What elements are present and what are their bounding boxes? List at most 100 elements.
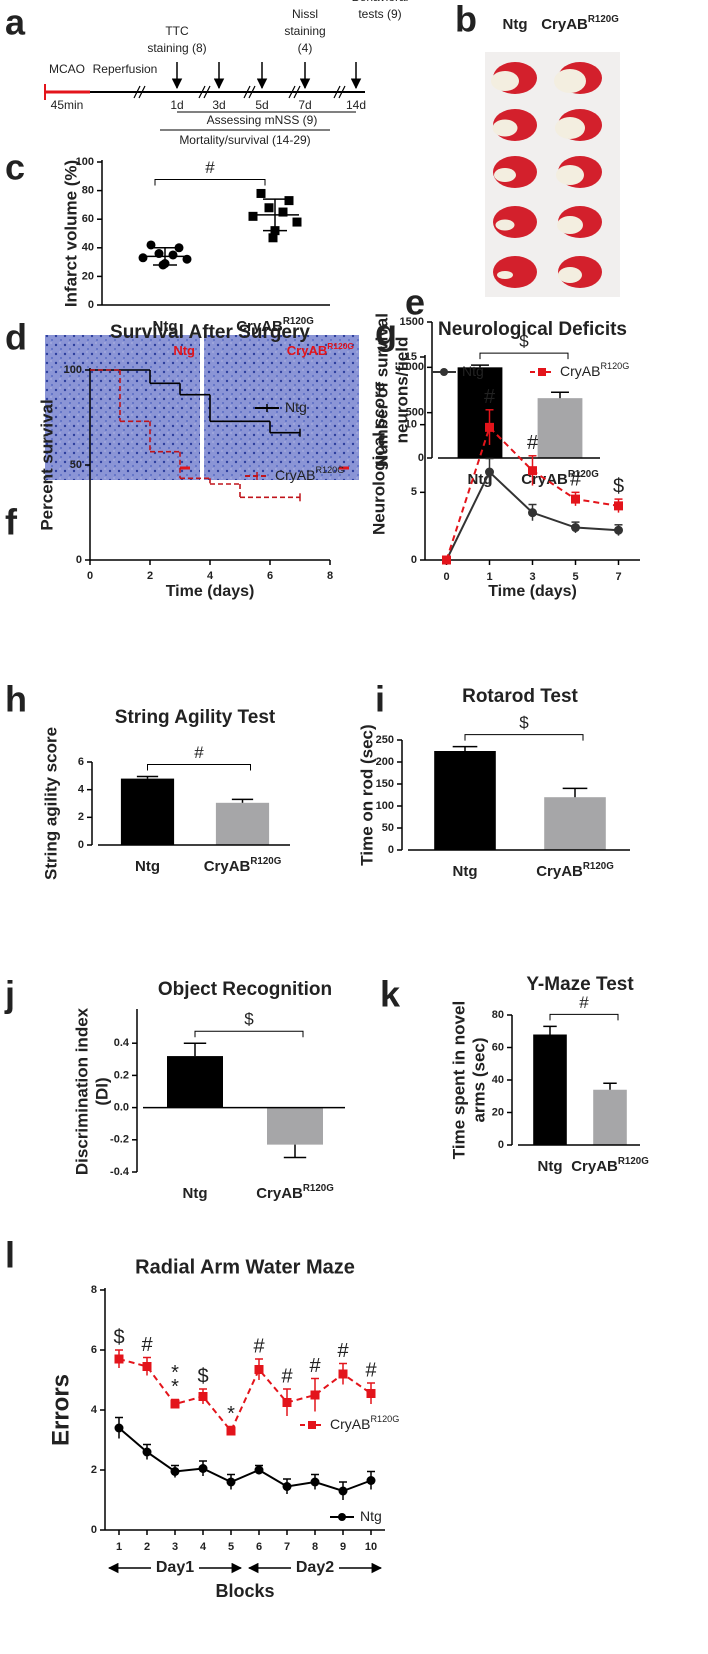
y-axis-label: Percent survival	[37, 399, 56, 530]
x-axis-label: Blocks	[215, 1581, 274, 1601]
x-tick-label-main: Ntg	[135, 858, 160, 875]
y-tick-label: 10	[405, 419, 417, 431]
x-tick-label: 8	[327, 570, 333, 582]
panel-letter: h	[5, 679, 27, 720]
phase-label: Reperfusion	[93, 62, 158, 76]
marker	[528, 466, 537, 476]
bar	[593, 1089, 627, 1145]
event-label: TTC	[165, 24, 189, 38]
significance-bracket	[154, 178, 266, 186]
day-label: 3d	[212, 98, 225, 112]
event-label: staining	[284, 24, 325, 38]
break	[293, 85, 301, 99]
marker	[310, 1477, 320, 1487]
marker	[308, 1421, 316, 1429]
x-tick-label: 2	[147, 570, 153, 582]
bar	[215, 802, 270, 845]
marker	[226, 1426, 236, 1436]
span-label: Assessing mNSS (9)	[207, 113, 318, 127]
marker	[366, 1389, 376, 1398]
y-axis-label: Discrimination index	[72, 1007, 91, 1175]
y-tick-label: -0.4	[110, 1166, 130, 1178]
legend-label: CryABR120G	[275, 465, 344, 482]
marker	[256, 188, 266, 198]
marker	[254, 1465, 264, 1475]
marker	[292, 217, 302, 227]
infarct	[495, 219, 515, 231]
significance-label: #	[484, 386, 496, 408]
significance-label: $	[197, 1365, 208, 1387]
x-tick-label: 2	[144, 1541, 150, 1553]
x-tick-label-sup: R120G	[250, 856, 281, 867]
bar	[167, 1056, 223, 1108]
y-tick-label: 100	[64, 364, 82, 376]
y-tick-label: 8	[91, 1284, 97, 1296]
x-tick-label-sup: R120G	[568, 469, 599, 480]
bar	[267, 1107, 323, 1145]
panel-letter: f	[5, 502, 18, 543]
infarct	[492, 119, 518, 137]
chart-title: Survival After Surgery	[110, 322, 310, 343]
y-tick-label: 4	[91, 1404, 98, 1416]
legend-label: CryABR120G	[330, 1414, 399, 1431]
marker	[254, 1365, 264, 1374]
marker	[442, 555, 451, 565]
y-tick-label: 1500	[400, 316, 424, 328]
legend-label-main: Ntg	[462, 363, 484, 379]
marker	[264, 203, 274, 213]
y-axis-label: Neurological score	[369, 382, 388, 535]
event-label: Behavioral	[352, 0, 409, 4]
y-tick-label: 6	[91, 1344, 97, 1356]
y-tick-label: 20	[492, 1106, 504, 1118]
significance-label: #	[579, 993, 589, 1012]
bar	[120, 778, 175, 845]
panel-letter: a	[5, 2, 26, 43]
duration-label: 45min	[51, 98, 84, 112]
legend-label-main: CryAB	[330, 1416, 370, 1432]
significance-label: $	[613, 475, 624, 497]
x-tick-label-main: CryAB	[571, 1158, 618, 1175]
x-tick-label: CryABR120G	[571, 1156, 649, 1175]
marker	[142, 1362, 152, 1371]
legend-label: Ntg	[285, 399, 307, 415]
y-tick-label: 4	[78, 784, 85, 796]
span-label: Mortality/survival (14-29)	[179, 133, 310, 147]
significance-label: $	[519, 332, 529, 351]
chart-title: Rotarod Test	[462, 686, 578, 707]
event-label: staining (8)	[147, 41, 206, 55]
marker	[226, 1477, 236, 1487]
series-line	[118, 1358, 372, 1433]
legend-label-main: CryAB	[275, 467, 315, 483]
y-tick-label: 6	[78, 756, 84, 768]
y-tick-label: 50	[382, 822, 394, 834]
x-tick-label-main: Ntg	[153, 318, 178, 335]
x-tick-label: 6	[256, 1541, 262, 1553]
x-tick-label: 5	[228, 1541, 234, 1553]
image-label: CryABR120G	[287, 341, 355, 358]
marker	[284, 196, 294, 206]
chart-title: Neurological Deficits	[438, 319, 627, 340]
marker	[338, 1513, 346, 1521]
significance-label: *	[227, 1403, 235, 1425]
start-label: MCAO	[49, 62, 85, 76]
y-tick-label: 0	[418, 452, 424, 464]
x-tick-label: 4	[200, 1541, 207, 1553]
legend-label-main: Ntg	[360, 1508, 382, 1524]
marker	[571, 494, 580, 504]
image-label-main: Ntg	[173, 343, 195, 358]
legend-label: Ntg	[462, 363, 484, 379]
day-label: 14d	[346, 98, 366, 112]
break	[138, 85, 146, 99]
marker	[268, 233, 278, 243]
x-tick-label: Ntg	[153, 318, 178, 335]
significance-label: *	[171, 1376, 179, 1398]
x-tick-label: CryABR120G	[204, 856, 282, 875]
panel-letter: b	[455, 0, 477, 40]
marker	[278, 207, 288, 217]
series-line	[118, 1427, 372, 1493]
significance-label: #	[194, 743, 204, 762]
x-tick-label: 1	[486, 571, 492, 583]
infarct	[554, 69, 586, 93]
image-label-sup: R120G	[327, 341, 354, 351]
y-tick-label: 80	[492, 1009, 504, 1021]
